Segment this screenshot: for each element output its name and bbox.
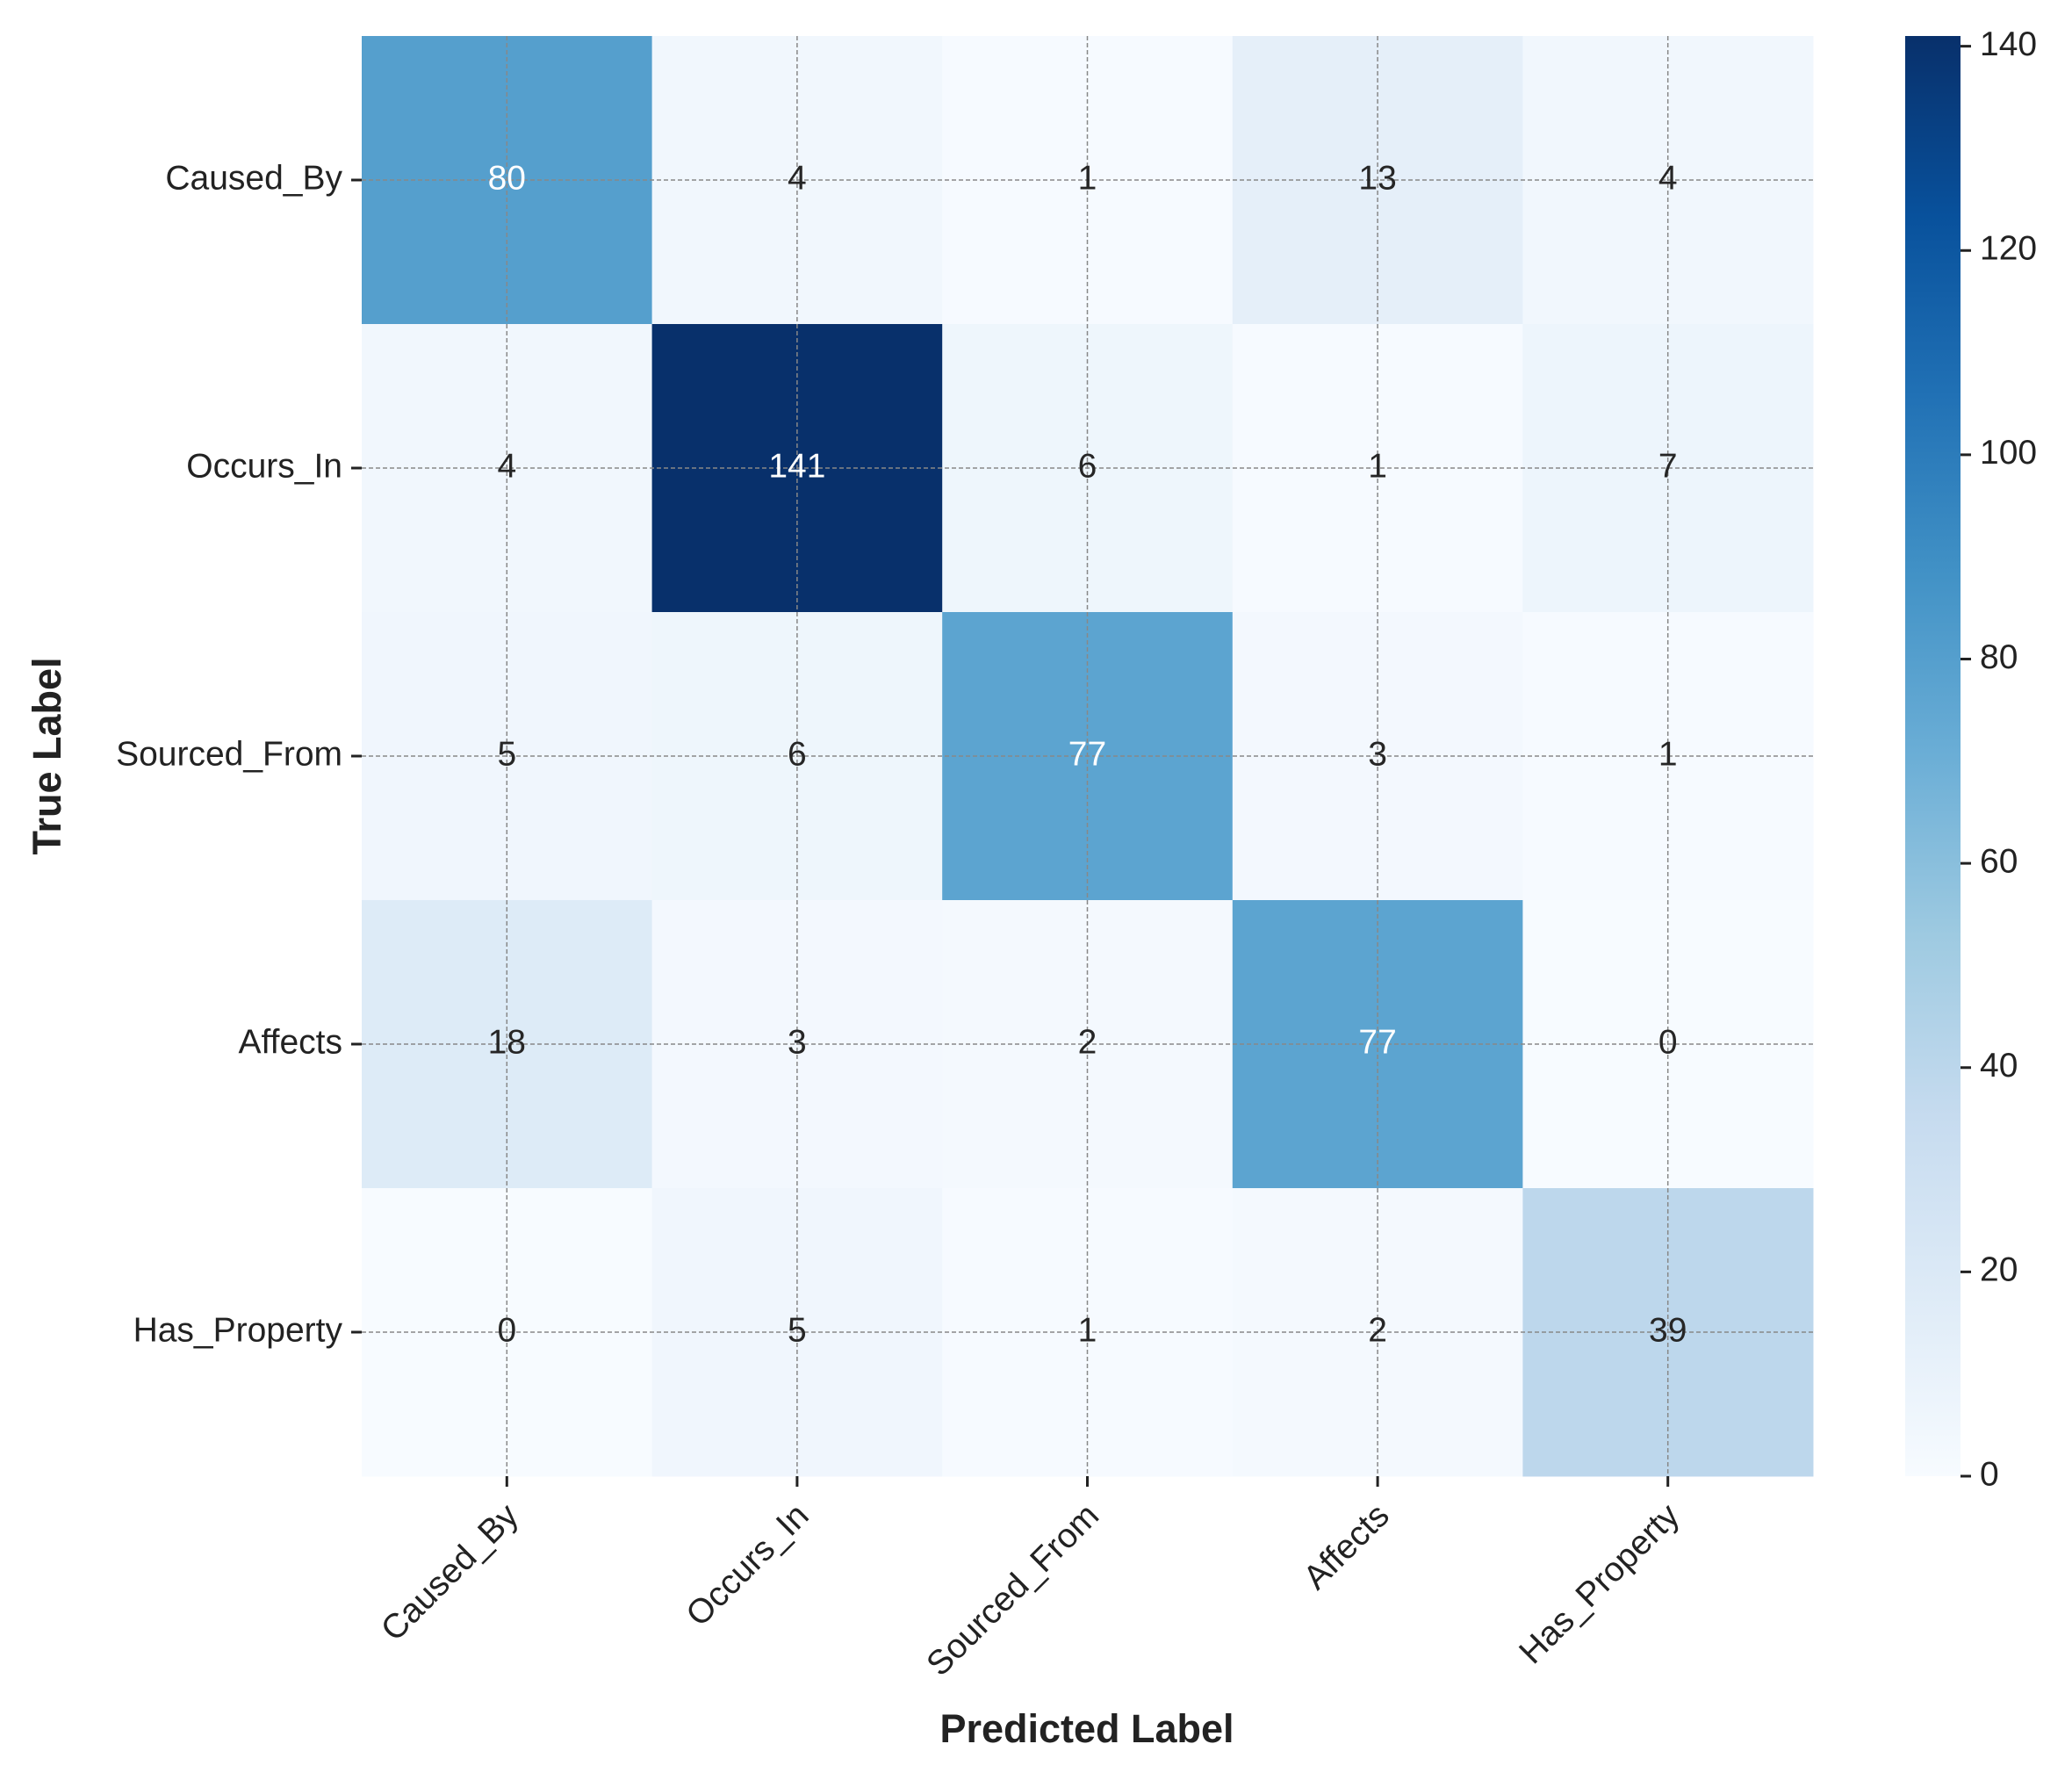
x-axis-label: Predicted Label [939, 1706, 1234, 1751]
y-tick-label: Caused_By [165, 159, 342, 197]
y-tick-label: Has_Property [133, 1311, 343, 1349]
y-tick-label: Occurs_In [186, 447, 342, 485]
cell-value: 80 [488, 159, 526, 197]
cell-value: 4 [788, 159, 807, 197]
x-tick-label: Caused_By [374, 1496, 526, 1648]
cell-value: 13 [1358, 159, 1396, 197]
cell-value: 77 [1358, 1023, 1396, 1061]
colorbar [1905, 36, 1960, 1476]
y-tick-label: Affects [238, 1023, 342, 1061]
colorbar-tick-label: 100 [1980, 434, 2037, 472]
colorbar-tick-label: 140 [1980, 25, 2037, 63]
cell-value: 141 [768, 447, 825, 485]
colorbar-tick-label: 0 [1980, 1455, 1999, 1493]
cell-value: 1 [1078, 159, 1097, 197]
cell-value: 6 [788, 735, 807, 773]
x-tick-label: Affects [1297, 1496, 1397, 1596]
cell-value: 4 [497, 447, 516, 485]
colorbar-tick-label: 40 [1980, 1047, 2018, 1085]
cell-value: 1 [1078, 1311, 1097, 1349]
cell-value: 1 [1368, 447, 1387, 485]
cell-value: 4 [1658, 159, 1678, 197]
cell-value: 5 [788, 1311, 807, 1349]
x-tick-label: Sourced_From [919, 1496, 1106, 1683]
y-tick-label: Sourced_From [116, 735, 342, 773]
cell-value: 5 [497, 735, 516, 773]
colorbar-tick-label: 120 [1980, 230, 2037, 268]
cell-value: 7 [1658, 447, 1678, 485]
cell-value: 2 [1368, 1311, 1387, 1349]
cell-value: 0 [1658, 1023, 1678, 1061]
colorbar-tick-label: 80 [1980, 638, 2018, 676]
cell-value: 0 [497, 1311, 516, 1349]
colorbar-tick-label: 20 [1980, 1251, 2018, 1289]
y-axis-label: True Label [25, 657, 69, 854]
x-tick-label: Has_Property [1512, 1496, 1687, 1671]
cell-value: 2 [1078, 1023, 1097, 1061]
cell-value: 39 [1649, 1311, 1687, 1349]
cell-value: 1 [1658, 735, 1678, 773]
cell-value: 6 [1078, 447, 1097, 485]
cell-value: 3 [1368, 735, 1387, 773]
colorbar-tick-label: 60 [1980, 842, 2018, 880]
x-tick-label: Occurs_In [679, 1496, 816, 1633]
cell-value: 18 [488, 1023, 526, 1061]
cell-value: 3 [788, 1023, 807, 1061]
cell-value: 77 [1068, 735, 1106, 773]
